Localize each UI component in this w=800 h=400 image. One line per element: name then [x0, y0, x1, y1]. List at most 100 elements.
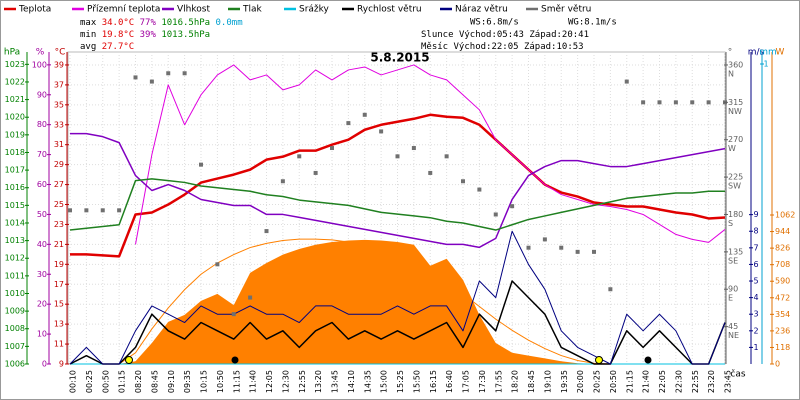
series-line [70, 113, 726, 258]
y-tick-label: 1013 [5, 236, 25, 245]
y-tick-label: 6 [753, 260, 758, 269]
wind-direction-point [657, 100, 662, 105]
y-tick-label: 1 [753, 343, 758, 352]
foreground-layer [68, 64, 727, 365]
wind-direction-point [526, 245, 531, 250]
x-tick-label: 08:45 [150, 370, 159, 393]
y-tick-label: 90 [37, 90, 47, 99]
series-line [69, 230, 726, 365]
wind-direction-point [166, 71, 171, 76]
y-tick-label: 1012 [5, 254, 25, 263]
y-tick-label: 29 [54, 160, 64, 169]
y-tick-label: 236 [775, 326, 790, 335]
series-line [69, 178, 725, 231]
wind-direction-point [149, 79, 154, 84]
wind-direction-point [493, 212, 498, 217]
x-tick-label: 19:35 [560, 370, 569, 393]
compass-label: E [728, 294, 733, 303]
y-tick-label: 10 [37, 330, 47, 339]
y-tick-label: 23 [54, 220, 64, 229]
y-tick-label: 1006 [5, 360, 25, 369]
y-tick-label: 39 [54, 60, 64, 69]
legend-label: Směr větru [541, 5, 591, 15]
wind-direction-point [510, 204, 515, 209]
x-tick-label: 11:15 [232, 370, 241, 393]
y-tick-label: 20 [37, 300, 47, 309]
series-line [70, 132, 726, 249]
sunset-marker [595, 356, 603, 364]
y-tick-label: 1062 [775, 211, 795, 220]
x-tick-label: 23:20 [707, 370, 716, 393]
background-layer [26, 52, 773, 365]
wind-direction-point [559, 245, 564, 250]
axis-unit-label: °C [55, 48, 66, 58]
info-avg: avg 27.7°C [80, 42, 134, 52]
sunrise-marker [125, 356, 133, 364]
y-tick-label: 472 [775, 293, 790, 302]
wind-direction-point [542, 237, 547, 242]
compass-label: N [728, 69, 734, 78]
wind-direction-point [706, 100, 711, 105]
x-tick-label: 20:50 [609, 370, 618, 393]
wind-direction-point [297, 154, 302, 159]
y-tick-label: 33 [54, 120, 64, 129]
wind-direction-point [624, 79, 629, 84]
x-tick-label: 19:10 [543, 370, 552, 393]
y-tick-label: 25 [54, 200, 64, 209]
wind-direction-point [313, 170, 318, 175]
wind-direction-point [215, 262, 220, 267]
x-tick-label: 01:15 [118, 370, 127, 393]
legend-label: Srážky [299, 5, 330, 15]
y-tick-label: 2 [753, 326, 758, 335]
y-tick-label: 60 [37, 180, 47, 189]
y-tick-label: 19 [54, 260, 64, 269]
x-tick-label: 22:55 [691, 370, 700, 393]
x-tick-label: 13:20 [314, 370, 323, 393]
wind-direction-point [428, 170, 433, 175]
axis-unit-label: mm [759, 48, 777, 58]
y-tick-label: 1007 [5, 342, 25, 351]
x-axis-label: čas [730, 369, 745, 380]
wind-direction-point [592, 249, 596, 254]
wind-direction-point [673, 100, 678, 105]
y-tick-label: 45 [728, 322, 738, 331]
wind-direction-point [346, 121, 351, 126]
y-tick-label: 9 [753, 210, 758, 219]
x-tick-label: 14:35 [363, 370, 372, 393]
y-tick-label: 1022 [5, 77, 25, 86]
info-wg: WG:8.1m/s [568, 18, 617, 28]
x-tick-label: 23:45 [724, 370, 733, 393]
y-tick-label: 354 [775, 310, 790, 319]
x-tick-label: 10:15 [200, 370, 209, 393]
axis-unit-label: m/s [748, 48, 765, 58]
series-line [135, 64, 726, 245]
x-tick-label: 12:05 [265, 370, 274, 393]
y-tick-label: 360 [728, 60, 743, 69]
x-tick-label: 21:40 [642, 370, 651, 393]
info-moon: Měsíc Východ:22:05 Západ:10:53 [421, 42, 584, 52]
info-min: min 19.8°C 39% 1013.5hPa [80, 30, 210, 40]
radiation-area [70, 239, 725, 364]
wind-direction-point [575, 249, 580, 254]
x-tick-label: 21:15 [625, 370, 634, 393]
y-tick-label: 70 [37, 150, 47, 159]
x-tick-label: 18:20 [511, 370, 520, 393]
x-tick-label: 14:10 [347, 370, 356, 393]
axis-unit-label: % [36, 48, 45, 58]
series-line [69, 280, 726, 365]
y-tick-label: 315 [728, 98, 743, 107]
x-tick-label: 00:50 [101, 370, 110, 393]
y-tick-label: 1008 [5, 324, 25, 333]
wind-direction-point [280, 179, 285, 184]
x-tick-label: 00:25 [85, 370, 94, 393]
x-tick-label: 11:40 [249, 370, 258, 393]
x-tick-label: 20:25 [593, 370, 602, 393]
moonset-marker [231, 356, 239, 364]
legend-label: Teplota [18, 5, 51, 15]
info-sun: Slunce Východ:05:43 Západ:20:41 [421, 30, 589, 40]
y-tick-label: 1020 [5, 113, 25, 122]
y-tick-label: 3 [753, 310, 758, 319]
x-tick-label: 16:15 [429, 370, 438, 393]
wind-direction-point [461, 179, 465, 184]
y-tick-label: 1016 [5, 183, 25, 192]
